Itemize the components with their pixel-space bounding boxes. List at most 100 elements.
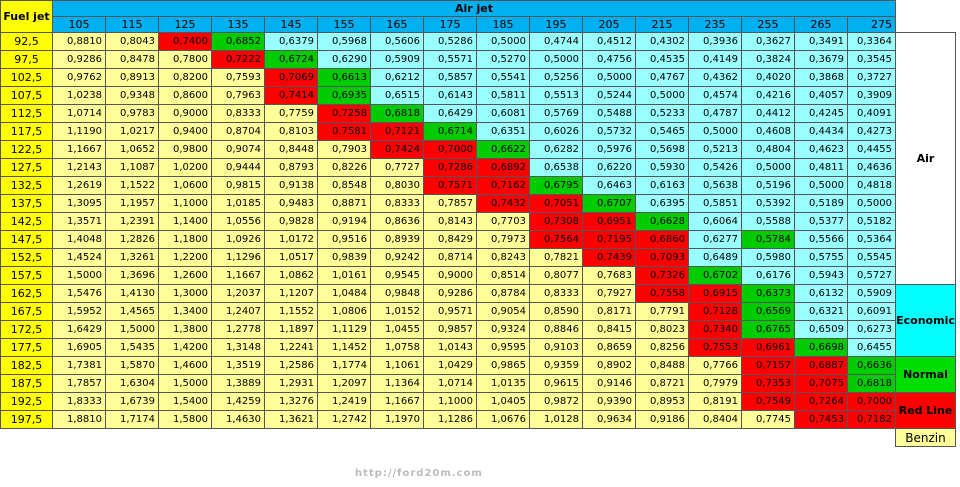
ratio-cell: 1,3276 — [264, 392, 318, 411]
ratio-cell: 0,5426 — [688, 158, 742, 177]
ratio-cell: 0,6489 — [688, 248, 742, 267]
ratio-cell: 0,4091 — [847, 104, 896, 123]
ratio-cell: 0,9074 — [211, 140, 265, 159]
ratio-cell: 0,9828 — [264, 212, 318, 231]
ratio-cell: 0,7553 — [688, 338, 742, 357]
fuel-jet-value: 152,5 — [0, 248, 53, 267]
ratio-cell: 1,6304 — [105, 374, 159, 393]
ratio-cell: 0,9800 — [158, 140, 212, 159]
table-row: 187,5 1,7857 1,6304 1,5000 1,3889 1,2931 1,209… — [0, 374, 956, 393]
ratio-cell: 0,7258 — [317, 104, 371, 123]
ratio-cell: 0,4302 — [635, 32, 689, 51]
ratio-cell: 0,6282 — [529, 140, 583, 159]
ratio-cell: 0,8514 — [476, 266, 530, 285]
ratio-cell: 1,3621 — [264, 410, 318, 429]
ratio-cell: 1,0484 — [317, 284, 371, 303]
table-row: 157,5 1,5000 1,3696 1,2600 1,1667 1,0862 1,016… — [0, 266, 956, 285]
ratio-cell: 0,7222 — [211, 50, 265, 69]
ratio-cell: 1,1296 — [211, 248, 265, 267]
ratio-cell: 1,2391 — [105, 212, 159, 231]
ratio-cell: 0,8600 — [158, 86, 212, 105]
ratio-cell: 0,7326 — [635, 266, 689, 285]
ratio-cell: 0,8721 — [635, 374, 689, 393]
ratio-cell: 0,5566 — [794, 230, 848, 249]
ratio-cell: 0,5000 — [688, 122, 742, 141]
air-jet-value: 235 — [688, 16, 742, 33]
ratio-cell: 1,1897 — [264, 320, 318, 339]
ratio-cell: 0,6212 — [370, 68, 424, 87]
ratio-cell: 0,7903 — [317, 140, 371, 159]
ratio-cell: 0,8333 — [370, 194, 424, 213]
ratio-cell: 1,0862 — [264, 266, 318, 285]
ratio-cell: 0,9138 — [264, 176, 318, 195]
ratio-cell: 0,5545 — [847, 248, 896, 267]
ratio-cell: 0,8333 — [211, 104, 265, 123]
air-jet-value: 105 — [52, 16, 106, 33]
ratio-cell: 1,2407 — [211, 302, 265, 321]
ratio-cell: 0,7821 — [529, 248, 583, 267]
ratio-cell: 1,3571 — [52, 212, 106, 231]
ratio-cell: 1,1667 — [52, 140, 106, 159]
ratio-cell: 0,6321 — [794, 302, 848, 321]
ratio-cell: 0,7424 — [370, 140, 424, 159]
ratio-cell: 1,4259 — [211, 392, 265, 411]
fuel-jet-value: 177,5 — [0, 338, 53, 357]
ratio-cell: 0,6163 — [635, 176, 689, 195]
ratio-cell: 0,4020 — [741, 68, 795, 87]
ratio-cell: 0,5000 — [635, 86, 689, 105]
ratio-cell: 0,8714 — [423, 248, 477, 267]
table-row: 127,5 1,2143 1,1087 1,0200 0,9444 0,8793 0,822… — [0, 158, 956, 177]
ratio-cell: 0,7927 — [582, 284, 636, 303]
ratio-cell: 1,0926 — [211, 230, 265, 249]
ratio-cell: 0,4623 — [794, 140, 848, 159]
ratio-cell: 0,5755 — [794, 248, 848, 267]
ratio-cell: 0,9762 — [52, 68, 106, 87]
table-row: 122,5 1,1667 1,0652 0,9800 0,9074 0,8448 0,790… — [0, 140, 956, 159]
ratio-cell: 0,7000 — [847, 392, 896, 411]
ratio-cell: 0,4149 — [688, 50, 742, 69]
ratio-cell: 1,7381 — [52, 356, 106, 375]
ratio-cell: 0,6569 — [741, 302, 795, 321]
ratio-cell: 0,6702 — [688, 266, 742, 285]
ratio-cell: 0,8143 — [423, 212, 477, 231]
watermark-url: http://ford20m.com — [355, 468, 483, 479]
ratio-cell: 0,8200 — [158, 68, 212, 87]
ratio-cell: 1,2931 — [264, 374, 318, 393]
legend-air: Air — [895, 32, 956, 285]
ratio-cell: 0,6698 — [794, 338, 848, 357]
ratio-cell: 0,6273 — [847, 320, 896, 339]
ratio-cell: 0,6765 — [741, 320, 795, 339]
air-jet-value: 275 — [847, 16, 896, 33]
ratio-cell: 1,2241 — [264, 338, 318, 357]
ratio-cell: 0,8784 — [476, 284, 530, 303]
ratio-cell: 0,5943 — [794, 266, 848, 285]
ratio-cell: 0,3364 — [847, 32, 896, 51]
ratio-cell: 1,2826 — [105, 230, 159, 249]
table-row: 142,5 1,3571 1,2391 1,1400 1,0556 0,9828 0,919… — [0, 212, 956, 231]
air-jet-header: Air jet — [52, 0, 896, 17]
fuel-jet-value: 172,5 — [0, 320, 53, 339]
table-row: 117,5 1,1190 1,0217 0,9400 0,8704 0,8103 0,758… — [0, 122, 956, 141]
ratio-cell: 0,7000 — [423, 140, 477, 159]
ratio-cell: 1,0172 — [264, 230, 318, 249]
ratio-cell: 1,0517 — [264, 248, 318, 267]
table-row: 112,5 1,0714 0,9783 0,9000 0,8333 0,7759 0,725… — [0, 104, 956, 123]
ratio-cell: 1,1207 — [264, 284, 318, 303]
ratio-cell: 1,1667 — [370, 392, 424, 411]
ratio-cell: 1,0135 — [476, 374, 530, 393]
ratio-cell: 1,0161 — [317, 266, 371, 285]
table-row: 92,5 0,8810 0,8043 0,7400 0,6852 0,6379 0,5968… — [0, 32, 956, 285]
ratio-cell: 0,8030 — [370, 176, 424, 195]
ratio-cell: 0,7195 — [582, 230, 636, 249]
ratio-cell: 1,1286 — [423, 410, 477, 429]
ratio-cell: 0,6538 — [529, 158, 583, 177]
table-row: 167,5 1,5952 1,4565 1,3400 1,2407 1,1552 1,080… — [0, 302, 956, 321]
ratio-cell: 1,6739 — [105, 392, 159, 411]
ratio-cell: 0,8913 — [105, 68, 159, 87]
ratio-cell: 0,4434 — [794, 122, 848, 141]
air-jet-value: 205 — [582, 16, 636, 33]
ratio-cell: 0,5930 — [635, 158, 689, 177]
ratio-cell: 1,2419 — [317, 392, 371, 411]
ratio-cell: 0,8171 — [582, 302, 636, 321]
ratio-cell: 0,6887 — [794, 356, 848, 375]
